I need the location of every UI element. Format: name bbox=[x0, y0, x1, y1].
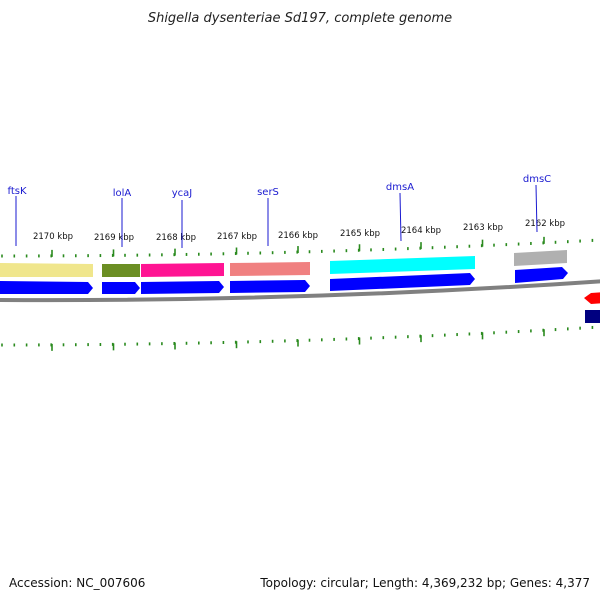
gene-label-dmsA[interactable]: dmsA bbox=[386, 182, 414, 193]
outer-major-ticks bbox=[51, 236, 545, 257]
outer-tick-track bbox=[1, 236, 594, 258]
red-feature[interactable] bbox=[584, 292, 600, 304]
inner-tick-track bbox=[1, 325, 594, 351]
gene-label-dmsC[interactable]: dmsC bbox=[523, 174, 551, 185]
gene-feature-track bbox=[0, 250, 567, 277]
gene-label-lolA[interactable]: lolA bbox=[113, 188, 132, 199]
tick-label-2170: 2170 kbp bbox=[33, 232, 73, 242]
inner-minor-ticks bbox=[1, 325, 594, 347]
tick-label-2165: 2165 kbp bbox=[340, 229, 380, 239]
tick-label-2169: 2169 kbp bbox=[94, 233, 134, 243]
gene-band-serS[interactable] bbox=[230, 262, 310, 276]
map-title: Shigella dysenteriae Sd197, complete gen… bbox=[148, 11, 452, 26]
genome-backbone bbox=[0, 279, 600, 303]
gene-labels: ftsK lolA ycaJ serS dmsA dmsC bbox=[7, 174, 551, 248]
cds-track bbox=[0, 267, 568, 294]
cds-arrow-dmsC[interactable] bbox=[515, 267, 568, 283]
genome-summary: Topology: circular; Length: 4,369,232 bp… bbox=[260, 576, 590, 590]
inner-major-ticks bbox=[51, 329, 545, 351]
cds-arrow-ycaJ[interactable] bbox=[141, 281, 224, 294]
gene-label-ftsK[interactable]: ftsK bbox=[7, 186, 26, 197]
tick-label-2162: 2162 kbp bbox=[525, 219, 565, 229]
leader-line-dmsC bbox=[535, 184, 538, 233]
cds-arrow-serS[interactable] bbox=[230, 280, 310, 293]
cds-arrow-dmsA[interactable] bbox=[330, 273, 475, 291]
tick-label-2164: 2164 kbp bbox=[401, 226, 441, 236]
tick-label-2168: 2168 kbp bbox=[156, 233, 196, 243]
tick-label-2163: 2163 kbp bbox=[463, 223, 503, 233]
gene-label-serS[interactable]: serS bbox=[257, 187, 279, 198]
tick-label-2167: 2167 kbp bbox=[217, 232, 257, 242]
gene-label-ycaJ[interactable]: ycaJ bbox=[172, 188, 193, 199]
tick-labels: 2170 kbp 2169 kbp 2168 kbp 2167 kbp 2166… bbox=[33, 219, 565, 243]
gene-band-ycaJ[interactable] bbox=[141, 263, 224, 277]
tick-label-2166: 2166 kbp bbox=[278, 231, 318, 241]
accession-label: Accession: NC_007606 bbox=[9, 576, 146, 590]
cds-arrow-ftsK[interactable] bbox=[0, 281, 93, 294]
gene-band-dmsC[interactable] bbox=[514, 250, 567, 266]
navy-feature[interactable] bbox=[585, 310, 600, 323]
gene-band-dmsA[interactable] bbox=[330, 256, 475, 274]
gene-band-ftsK[interactable] bbox=[0, 263, 93, 277]
cds-arrow-lolA[interactable] bbox=[102, 282, 140, 294]
gene-band-lolA[interactable] bbox=[102, 264, 140, 277]
leader-line-dmsA bbox=[399, 192, 402, 242]
